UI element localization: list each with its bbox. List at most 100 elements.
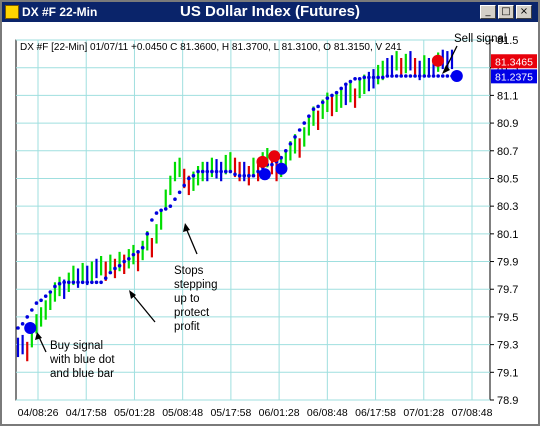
y-tick-label: 79.3: [497, 340, 518, 352]
y-tick-label: 80.9: [497, 118, 518, 130]
y-tick-label: 79.5: [497, 312, 518, 324]
app-icon: [5, 5, 19, 19]
trailing-stop-dot: [427, 74, 431, 78]
y-tick-label: 79.1: [497, 367, 518, 379]
trailing-stop-dot: [431, 74, 436, 78]
trailing-stop-dot: [163, 207, 168, 211]
stops-annotation: Stops: [174, 265, 204, 277]
y-tick-label: 78.9: [497, 395, 518, 407]
buy-signal-annotation: Buy signal: [50, 340, 103, 352]
trailing-stop-dot: [233, 172, 237, 177]
trailing-stop-dot: [43, 294, 48, 298]
trailing-stop-dot: [417, 74, 422, 78]
trailing-stop-dot: [408, 74, 413, 78]
stops-annotation: stepping: [174, 279, 217, 291]
trailing-stop-dot: [99, 280, 103, 285]
trailing-stop-dot: [57, 281, 62, 286]
annotation-arrow: [185, 227, 198, 255]
trailing-stop-dot: [25, 315, 30, 319]
trailing-stop-dot: [20, 322, 25, 326]
trailing-stop-dot: [94, 280, 99, 285]
minimize-button[interactable]: _: [480, 5, 496, 19]
arrow-head: [35, 332, 42, 340]
trailing-stop-dot: [256, 169, 260, 174]
trailing-stop-dot: [288, 142, 293, 146]
x-tick-label: 06/17:58: [355, 407, 396, 419]
y-tick-label: 80.5: [497, 173, 518, 185]
trailing-stop-dot: [196, 169, 200, 174]
trailing-stop-dot: [140, 245, 145, 250]
arrow-head: [129, 290, 136, 299]
arrow-head: [442, 65, 450, 74]
trailing-stop-dot: [237, 173, 242, 178]
x-tick-label: 07/08:48: [452, 407, 493, 419]
x-tick-label: 06/08:48: [307, 407, 348, 419]
trailing-stop-dot: [422, 74, 427, 78]
stops-annotation: profit: [174, 321, 200, 333]
y-tick-label: 80.3: [497, 201, 518, 213]
trailing-stop-dot: [293, 135, 297, 139]
x-tick-label: 04/17:58: [66, 407, 107, 419]
trailing-stop-dot: [131, 252, 136, 257]
trailing-stop-dot: [297, 128, 302, 132]
trailing-stop-dot: [344, 82, 348, 87]
buy-signal-dot: [24, 322, 37, 334]
trailing-stop-dot: [159, 208, 163, 213]
maximize-button[interactable]: □: [498, 5, 514, 19]
trailing-stop-dot: [168, 204, 173, 208]
trailing-stop-dot: [380, 75, 385, 80]
trailing-stop-dot: [76, 280, 80, 285]
arrow-head: [183, 223, 190, 232]
trailing-stop-dot: [200, 169, 205, 174]
trailing-stop-dot: [334, 90, 339, 95]
trailing-stop-dot: [413, 74, 417, 78]
x-tick-label: 04/08:26: [18, 407, 59, 419]
trailing-stop-dot: [150, 218, 154, 222]
trailing-stop-dot: [66, 280, 71, 285]
trailing-stop-dot: [48, 290, 53, 294]
annotation-arrow: [38, 336, 47, 353]
title-bar[interactable]: DX #F 22-Min US Dollar Index (Futures) _…: [2, 2, 538, 22]
sell-signal-dot: [268, 150, 281, 163]
buy-signal-annotation: with blue dot: [49, 354, 115, 366]
trailing-stop-dot: [223, 169, 228, 174]
x-tick-label: 06/01:28: [259, 407, 300, 419]
close-button[interactable]: ×: [516, 5, 532, 19]
trailing-stop-dot: [136, 250, 140, 254]
trailing-stop-dot: [30, 308, 34, 312]
trailing-stop-dot: [173, 197, 177, 202]
price-tag: [491, 54, 537, 69]
trailing-stop-dot: [394, 74, 399, 78]
y-tick-label: 81.1: [497, 90, 518, 102]
trailing-stop-dot: [362, 75, 367, 80]
trailing-stop-dot: [85, 280, 90, 285]
chart-title: US Dollar Index (Futures): [179, 3, 361, 20]
symbol-title: DX #F 22-Min: [22, 5, 98, 19]
trailing-stop-dot: [210, 169, 214, 174]
trailing-stop-dot: [404, 74, 408, 78]
trailing-stop-dot: [154, 211, 159, 215]
trailing-stop-dot: [34, 301, 39, 305]
trailing-stop-dot: [127, 256, 131, 261]
sell-signal-annotation: Sell signal: [454, 33, 506, 45]
y-tick-label: 79.7: [497, 284, 518, 296]
price-tag: [491, 69, 537, 84]
trailing-stop-dot: [108, 270, 113, 275]
y-tick-label: 79.9: [497, 257, 518, 269]
trailing-stop-dot: [270, 162, 274, 167]
trailing-stop-dot: [316, 104, 320, 109]
trailing-stop-dot: [390, 74, 394, 78]
stops-annotation: up to: [174, 293, 200, 305]
buy-signal-dot: [275, 162, 288, 175]
trailing-stop-dot: [307, 114, 311, 118]
trailing-stop-dot: [399, 74, 404, 78]
trailing-stop-dot: [191, 173, 196, 178]
trailing-stop-dot: [122, 259, 126, 264]
sell-signal-dot: [431, 54, 444, 67]
trailing-stop-dot: [228, 169, 233, 174]
trailing-stop-dot: [187, 176, 191, 181]
trailing-stop-dot: [182, 183, 187, 188]
price-chart[interactable]: 81.581.381.180.980.780.580.380.179.979.7…: [2, 22, 538, 424]
trailing-stop-dot: [330, 93, 334, 98]
